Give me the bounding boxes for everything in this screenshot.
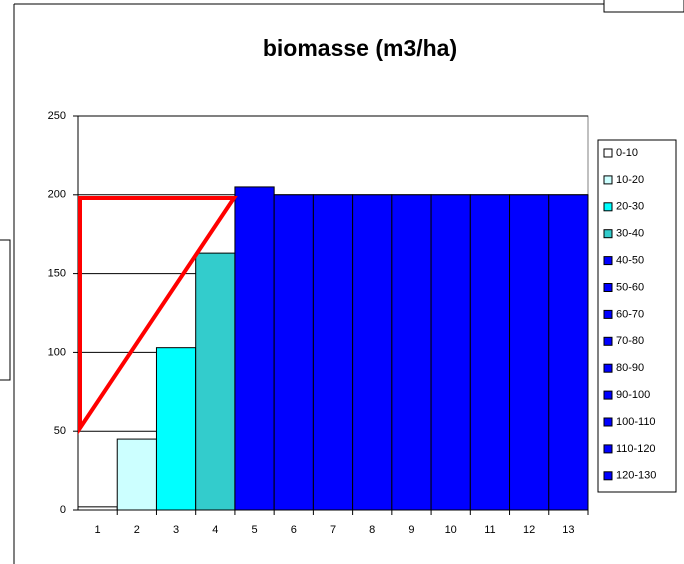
cell-box (603, 0, 684, 13)
bar (234, 186, 275, 511)
legend-swatch (603, 283, 613, 292)
legend-label: 0-10 (616, 147, 638, 159)
y-tick-label: 0 (60, 504, 66, 516)
legend-swatch (603, 202, 613, 212)
x-tick-label: 1 (95, 524, 101, 536)
x-tick-label: 8 (369, 524, 375, 536)
x-tick-label: 11 (484, 524, 495, 536)
x-tick-label: 5 (251, 524, 257, 536)
legend-label: 80-90 (616, 362, 644, 374)
x-tick-label: 10 (445, 524, 457, 536)
y-tick-label: 100 (48, 346, 66, 358)
bar (155, 347, 197, 511)
annotation (78, 196, 238, 435)
x-tick-label: 12 (523, 524, 535, 536)
legend-swatch (603, 175, 613, 185)
bar (469, 194, 511, 511)
bar (195, 252, 236, 511)
legend-label: 10-20 (616, 174, 644, 186)
bar (312, 194, 354, 511)
legend-entries: 0-10 10-20 20-30 30-40 40-50 50-60 60-70 70-80 8… (603, 147, 656, 482)
y-tick-label: 250 (48, 110, 66, 122)
x-tick-label: 6 (291, 524, 297, 536)
y-tick-label: 50 (54, 425, 66, 437)
x-tick-label: 13 (562, 524, 574, 536)
legend-label: 40-50 (616, 255, 644, 267)
x-tick-label: 2 (134, 524, 140, 536)
legend-swatch (603, 256, 613, 266)
y-tick-label: 200 (48, 189, 66, 201)
legend-label: 20-30 (616, 201, 644, 213)
legend-label: 60-70 (616, 308, 644, 320)
legend-label: 50-60 (616, 281, 644, 293)
bar (391, 194, 432, 511)
side-box (0, 239, 11, 381)
x-tick-label: 9 (408, 524, 414, 536)
legend-swatch (603, 148, 613, 158)
legend-label: 70-80 (616, 335, 644, 347)
chart-title: biomasse (m3/ha) (263, 35, 457, 61)
red-triangle (78, 196, 238, 435)
legend-swatch (603, 229, 613, 239)
bar (116, 438, 157, 511)
legend-label: 120-130 (616, 470, 656, 482)
legend-swatch (603, 390, 613, 400)
legend-swatch (603, 336, 613, 346)
legend-swatch (603, 471, 613, 481)
legend-swatch (603, 309, 613, 319)
bar (273, 194, 314, 511)
legend-swatch (603, 363, 613, 373)
x-tick-label: 7 (330, 524, 336, 536)
legend-label: 110-120 (616, 443, 656, 455)
legend-label: 30-40 (616, 228, 644, 240)
legend-label: 100-110 (616, 416, 656, 428)
x-tick-label: 4 (212, 524, 218, 536)
bar (352, 194, 393, 511)
bar (509, 194, 550, 511)
y-tick-label: 150 (48, 268, 66, 280)
legend-swatch (603, 417, 613, 427)
x-tick-label: 3 (173, 524, 179, 536)
legend-swatch (603, 444, 613, 454)
legend-label: 90-100 (616, 389, 650, 401)
bar (548, 194, 589, 511)
bar (430, 194, 471, 511)
